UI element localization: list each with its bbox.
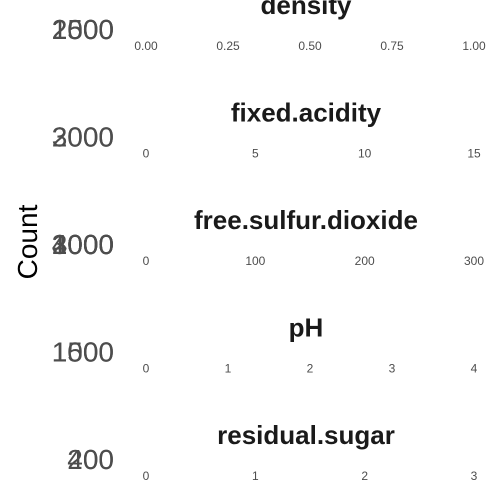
x-tick-label: 300 <box>464 254 484 268</box>
x-tick-label: 0 <box>143 362 150 376</box>
x-tick-label: 15 <box>467 147 481 161</box>
facet-title: residual.sugar <box>217 420 395 450</box>
y-tick-label: 1500 <box>52 337 114 368</box>
x-tick-label: 3 <box>471 469 478 483</box>
y-tick-label: 2000 <box>52 122 114 153</box>
x-tick-label: 0.25 <box>216 39 240 53</box>
x-tick-label: 5 <box>252 147 259 161</box>
x-tick-label: 0.00 <box>134 39 158 53</box>
facet-title: pH <box>289 313 324 343</box>
x-tick-label: 1.00 <box>462 39 486 53</box>
y-tick-label: 3000 <box>52 229 114 260</box>
x-tick-label: 0 <box>143 147 150 161</box>
y-tick-label: 200 <box>67 444 114 475</box>
y-tick-label: 1000 <box>52 229 114 260</box>
y-tick-label: 2000 <box>52 14 114 45</box>
x-tick-label: 1 <box>225 362 232 376</box>
y-axis-label: Count <box>12 204 43 279</box>
y-tick-label: 2500 <box>52 14 114 45</box>
x-tick-label: 2 <box>361 469 368 483</box>
x-tick-label: 4 <box>471 362 478 376</box>
x-tick-label: 0.75 <box>380 39 404 53</box>
x-tick-label: 0 <box>143 254 150 268</box>
x-tick-label: 0 <box>143 469 150 483</box>
x-tick-label: 0.50 <box>298 39 322 53</box>
x-tick-label: 10 <box>358 147 372 161</box>
y-tick-label: 2000 <box>52 229 114 260</box>
x-tick-label: 1 <box>252 469 259 483</box>
y-tick-label: 1500 <box>52 14 114 45</box>
x-tick-label: 100 <box>245 254 265 268</box>
facet-title: density <box>260 0 352 20</box>
facet-title: fixed.acidity <box>231 98 382 128</box>
y-tick-label: 3000 <box>52 122 114 153</box>
x-tick-label: 3 <box>389 362 396 376</box>
x-tick-label: 200 <box>355 254 375 268</box>
y-tick-label: 4000 <box>52 229 114 260</box>
y-tick-label: 1000 <box>52 337 114 368</box>
x-tick-label: 2 <box>307 362 314 376</box>
y-tick-label: 400 <box>67 444 114 475</box>
facet-title: free.sulfur.dioxide <box>194 205 418 235</box>
